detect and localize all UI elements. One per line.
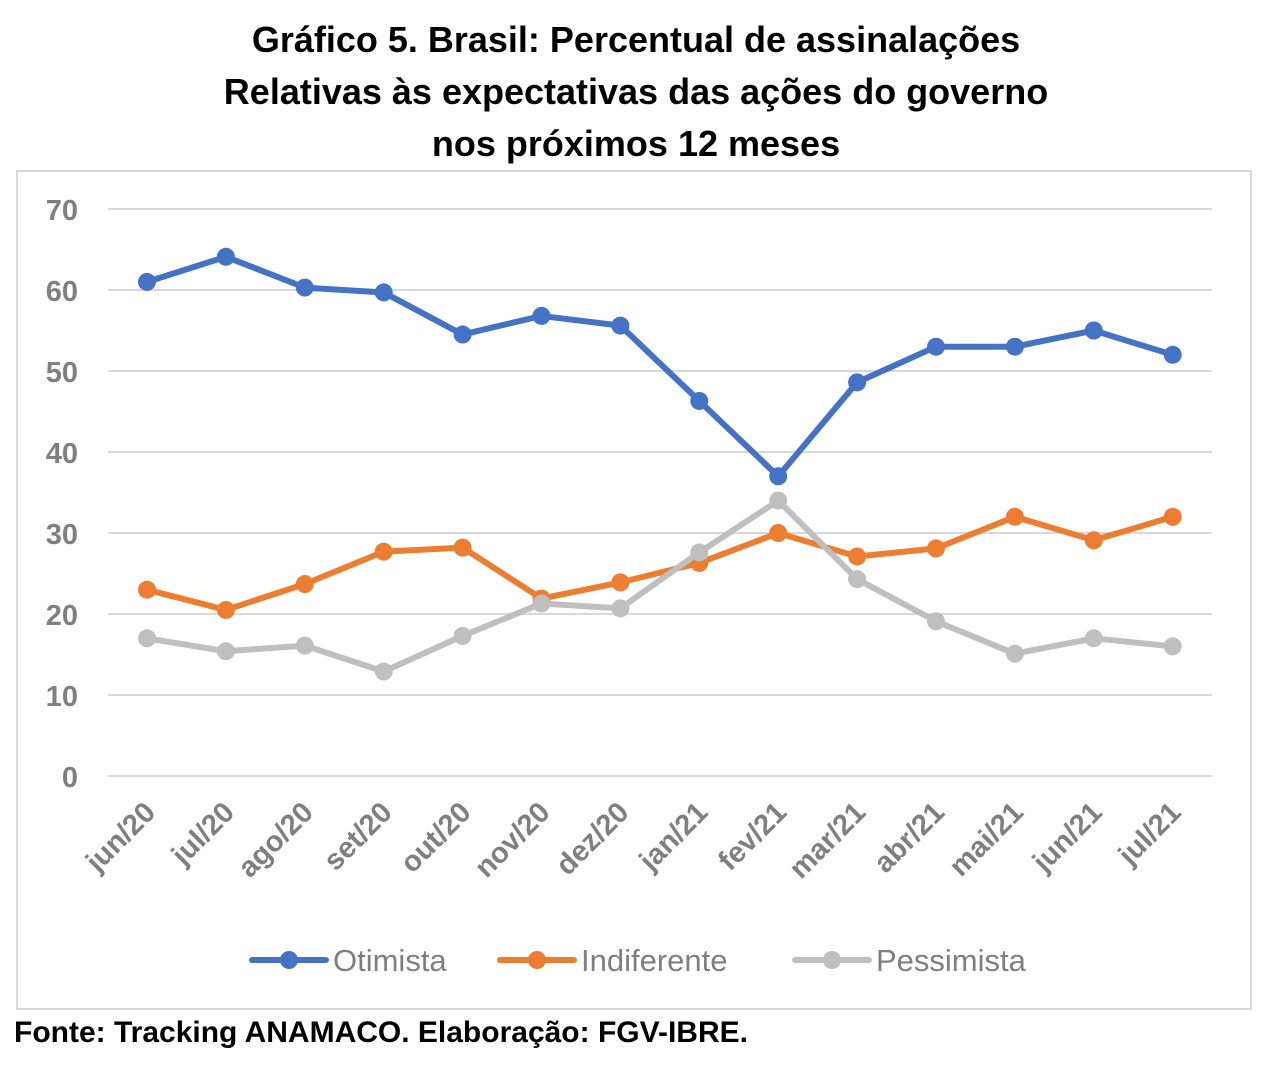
data-point <box>1084 531 1103 550</box>
legend-label: Otimista <box>333 943 447 978</box>
x-axis: jun/20 jul/20ago/20set/20out/20nov/20dez/… <box>79 796 1187 885</box>
data-point <box>216 642 235 661</box>
data-point <box>374 283 393 302</box>
legend-item: Indiferente <box>497 943 728 978</box>
data-point <box>690 543 709 562</box>
data-point <box>690 391 709 410</box>
x-tick-label: dez/20 <box>550 796 635 881</box>
series-line <box>144 253 1176 480</box>
data-point <box>532 594 551 613</box>
legend-label: Indiferente <box>581 943 728 978</box>
x-tick-label: nov/20 <box>469 796 557 884</box>
data-point <box>453 626 472 645</box>
data-point <box>138 580 156 599</box>
series-pessimista <box>138 491 1182 681</box>
data-point <box>927 612 945 631</box>
y-tick-label: 10 <box>46 681 78 713</box>
legend-item: Otimista <box>249 943 447 978</box>
y-tick-label: 30 <box>46 519 78 551</box>
data-point <box>848 547 867 566</box>
data-point <box>1005 507 1024 526</box>
data-point <box>453 538 472 557</box>
data-point <box>1163 637 1182 656</box>
data-point <box>295 278 314 297</box>
data-point <box>374 662 393 681</box>
data-point <box>374 542 393 561</box>
data-point <box>1005 644 1024 663</box>
x-tick-label: out/20 <box>395 796 478 879</box>
x-tick-label: mar/21 <box>783 796 872 885</box>
data-point <box>927 539 945 558</box>
data-point <box>1084 629 1103 648</box>
y-tick-label: 70 <box>46 195 78 227</box>
legend-item: Pessimista <box>792 943 1027 978</box>
series-otimista <box>138 247 1182 486</box>
x-tick-label: jul/20 <box>165 796 241 872</box>
series-line <box>144 497 1176 675</box>
chart-title-line-3: nos próximos 12 meses <box>431 123 841 164</box>
chart-title: Gráfico 5. Brasil: Percentual de assinal… <box>0 14 1272 170</box>
data-point <box>848 570 867 589</box>
data-point <box>611 599 630 618</box>
y-tick-label: 40 <box>46 438 78 470</box>
x-tick-label: set/20 <box>318 796 399 877</box>
x-tick-label: jun/21 <box>1026 796 1109 879</box>
data-point <box>216 247 235 266</box>
data-point <box>848 373 867 392</box>
series-line <box>144 513 1176 613</box>
x-tick-label: ago/20 <box>232 796 320 884</box>
chart-area <box>16 170 1252 1010</box>
y-tick-label: 0 <box>62 762 78 794</box>
data-point <box>1163 507 1182 526</box>
series-layer <box>138 247 1182 681</box>
legend-swatch-marker <box>823 951 841 969</box>
x-tick-label: jun/20 <box>79 796 162 879</box>
y-tick-label: 50 <box>46 357 78 389</box>
y-axis: 0 10 20 30 40 50 60 70 <box>46 195 78 794</box>
data-point <box>1163 345 1182 364</box>
x-tick-label: mai/21 <box>943 796 1029 882</box>
legend-swatch-marker <box>528 951 546 969</box>
data-point <box>769 491 788 510</box>
grid-lines <box>108 208 1212 777</box>
data-point <box>295 636 314 655</box>
y-tick-label: 20 <box>46 600 78 632</box>
legend-swatch-marker <box>280 951 298 969</box>
x-tick-label: abr/21 <box>868 796 951 879</box>
data-point <box>927 337 945 356</box>
data-point <box>769 524 788 542</box>
data-point <box>453 325 472 344</box>
x-tick-label: jul/21 <box>1112 796 1188 872</box>
series-indiferente <box>138 507 1182 619</box>
data-point <box>611 316 630 335</box>
x-tick-label: jan/21 <box>633 796 714 877</box>
data-point <box>138 272 156 291</box>
data-point <box>216 600 235 619</box>
y-tick-label: 60 <box>46 276 78 308</box>
legend-label: Pessimista <box>876 943 1027 978</box>
data-point <box>611 573 630 592</box>
data-point <box>138 629 156 648</box>
data-point <box>295 575 314 594</box>
data-point <box>532 306 551 325</box>
chart-title-line-2: Relativas às expectativas das ações do g… <box>223 71 1049 112</box>
data-point <box>1005 337 1024 356</box>
legend: Otimista Indiferente Pessimista <box>249 943 1027 978</box>
chart-title-line-1: Gráfico 5. Brasil: Percentual de assinal… <box>251 19 1021 60</box>
data-point <box>1084 321 1103 340</box>
data-point <box>769 467 788 486</box>
source-note: Fonte: Tracking ANAMACO. Elaboração: FGV… <box>14 1016 748 1049</box>
x-tick-label: fev/21 <box>712 796 793 877</box>
